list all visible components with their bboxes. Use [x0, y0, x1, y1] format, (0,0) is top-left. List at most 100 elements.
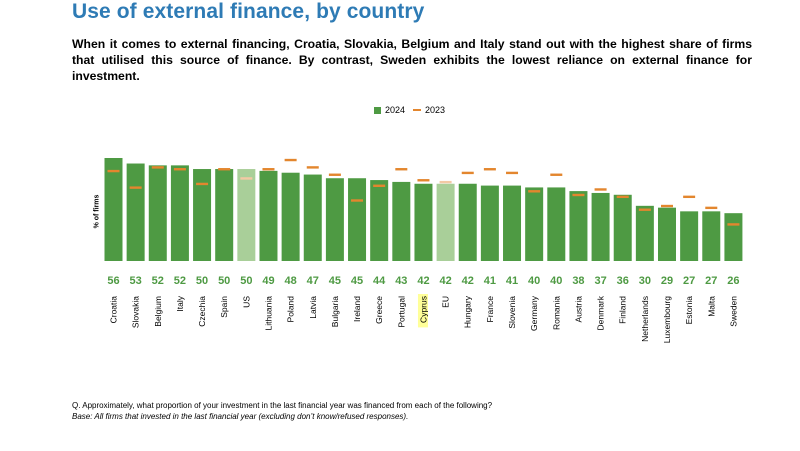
- bar-czechia: [193, 169, 212, 261]
- value-label-france: 41: [484, 275, 496, 287]
- category-label-slovakia: Slovakia: [131, 296, 141, 328]
- value-label-austria: 38: [572, 275, 584, 287]
- marker-2023-belgium: [151, 166, 164, 169]
- bar-estonia: [680, 211, 699, 261]
- bar-romania: [547, 187, 566, 261]
- category-label-italy: Italy: [175, 295, 185, 311]
- category-label-eu: EU: [441, 296, 451, 308]
- marker-2023-bulgaria: [328, 173, 341, 176]
- bar-us: [237, 169, 256, 261]
- value-label-poland: 48: [284, 275, 296, 287]
- marker-2023-malta: [705, 206, 718, 210]
- marker-2023-romania: [550, 173, 563, 176]
- category-label-austria: Austria: [573, 296, 583, 323]
- bar-lithuania: [259, 170, 278, 261]
- bar-bulgaria: [325, 178, 344, 261]
- legend-bar-swatch-icon: [374, 106, 381, 114]
- marker-2023-estonia: [683, 195, 696, 199]
- bar-greece: [370, 180, 389, 261]
- bar-spain: [215, 169, 234, 261]
- value-label-spain: 50: [218, 275, 230, 287]
- bar-italy: [170, 165, 189, 261]
- category-label-latvia: Latvia: [308, 296, 318, 319]
- category-label-luxembourg: Luxembourg: [662, 296, 672, 344]
- legend-label-2023: 2023: [425, 105, 446, 115]
- marker-2023-luxembourg: [661, 204, 673, 208]
- value-label-netherlands: 30: [639, 275, 651, 287]
- legend-label-2024: 2024: [385, 105, 406, 115]
- value-label-luxembourg: 29: [661, 275, 673, 287]
- marker-2023-slovakia: [129, 186, 142, 189]
- marker-2023-eu: [439, 180, 452, 184]
- legend-item-2024: 2024: [374, 105, 405, 115]
- footnote: Q. Approximately, what proportion of you…: [72, 400, 492, 422]
- value-label-us: 50: [240, 275, 252, 287]
- marker-2023-czechia: [196, 182, 209, 186]
- marker-2023-hungary: [461, 171, 474, 175]
- footnote-question: Q. Approximately, what proportion of you…: [72, 401, 493, 410]
- marker-2023-finland: [616, 195, 629, 199]
- value-label-belgium: 52: [152, 275, 164, 287]
- bar-finland: [613, 194, 632, 261]
- bar-poland: [281, 172, 300, 261]
- legend-item-2023: 2023: [413, 105, 445, 115]
- bar-sweden: [724, 213, 743, 261]
- value-label-czechia: 50: [196, 275, 208, 287]
- marker-2023-us: [240, 177, 253, 180]
- value-label-sweden: 26: [727, 275, 739, 287]
- bar-malta: [702, 211, 721, 261]
- value-label-greece: 44: [373, 275, 386, 287]
- category-label-ireland: Ireland: [352, 296, 362, 322]
- category-label-czechia: Czechia: [197, 296, 207, 327]
- chart-subtitle: When it comes to external financing, Cro…: [72, 37, 752, 83]
- value-label-croatia: 56: [107, 275, 119, 287]
- category-label-slovenia: Slovenia: [507, 296, 517, 329]
- marker-2023-slovenia: [506, 171, 519, 175]
- category-label-portugal: Portugal: [396, 296, 406, 328]
- bar-austria: [569, 191, 588, 261]
- category-label-bulgaria: Bulgaria: [330, 296, 340, 327]
- category-label-france: France: [485, 296, 495, 323]
- bar-portugal: [392, 181, 411, 261]
- marker-2023-cyprus: [417, 179, 430, 182]
- category-label-lithuania: Lithuania: [263, 296, 273, 331]
- value-label-romania: 40: [550, 275, 562, 287]
- marker-2023-greece: [373, 184, 386, 187]
- category-label-belgium: Belgium: [153, 296, 163, 327]
- marker-2023-croatia: [107, 169, 120, 173]
- bar-france: [480, 185, 499, 261]
- marker-2023-sweden: [727, 223, 740, 226]
- bar-netherlands: [635, 205, 654, 261]
- value-label-malta: 27: [705, 275, 717, 287]
- marker-2023-germany: [528, 190, 541, 193]
- value-label-latvia: 47: [307, 275, 319, 287]
- category-label-croatia: Croatia: [109, 296, 119, 324]
- category-label-sweden: Sweden: [728, 296, 738, 327]
- bar-cyprus: [414, 183, 433, 261]
- category-label-hungary: Hungary: [463, 295, 473, 328]
- label-highlight-cyprus: [417, 294, 428, 328]
- category-label-germany: Germany: [529, 295, 539, 331]
- category-label-denmark: Denmark: [596, 295, 606, 330]
- footnote-base: Base: All firms that invested in the las…: [72, 412, 409, 421]
- category-label-malta: Malta: [706, 296, 716, 317]
- category-label-finland: Finland: [618, 296, 628, 324]
- marker-2023-poland: [284, 158, 297, 162]
- legend: 2024 2023: [374, 105, 453, 115]
- bar-ireland: [348, 178, 367, 261]
- marker-2023-austria: [572, 193, 585, 197]
- value-label-ireland: 45: [351, 275, 363, 287]
- bar-slovenia: [503, 185, 522, 261]
- value-label-denmark: 37: [594, 275, 606, 287]
- value-label-cyprus: 42: [417, 275, 429, 287]
- bar-eu: [436, 183, 455, 261]
- category-label-spain: Spain: [219, 296, 229, 318]
- value-label-germany: 40: [528, 275, 540, 287]
- marker-2023-ireland: [351, 199, 364, 202]
- marker-2023-latvia: [306, 166, 319, 169]
- category-label-estonia: Estonia: [684, 296, 694, 325]
- value-label-estonia: 27: [683, 275, 695, 287]
- value-label-portugal: 43: [395, 275, 407, 287]
- bar-belgium: [148, 165, 167, 261]
